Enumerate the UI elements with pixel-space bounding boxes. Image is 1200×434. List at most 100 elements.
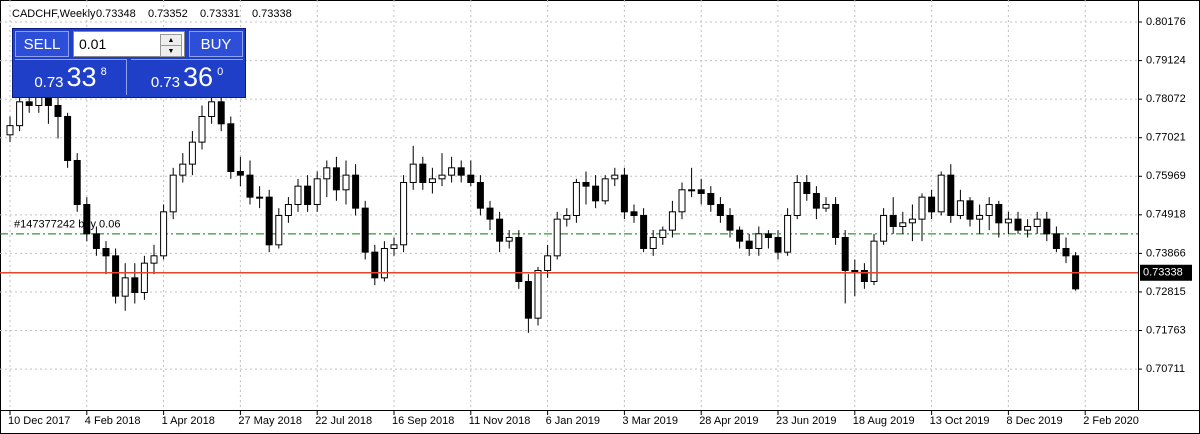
y-tick-label: 0.72815 bbox=[1146, 286, 1186, 298]
candle-body bbox=[1033, 218, 1041, 227]
x-tick-label: 28 Apr 2019 bbox=[699, 415, 758, 427]
candle-body bbox=[726, 214, 734, 231]
candle-body bbox=[236, 170, 244, 176]
x-tick-label: 22 Jul 2018 bbox=[315, 415, 372, 427]
candle-body bbox=[515, 236, 523, 282]
candle-body bbox=[956, 200, 964, 216]
candle-body bbox=[841, 236, 849, 271]
lot-input[interactable]: 0.01 ▲ ▼ bbox=[73, 31, 185, 57]
candle-body bbox=[371, 251, 379, 279]
x-tick-label: 16 Sep 2018 bbox=[392, 415, 454, 427]
header-value: 0.73331 bbox=[200, 8, 240, 20]
candle-body bbox=[323, 167, 331, 180]
price-prefix: 0.73 bbox=[150, 74, 181, 91]
candle-body bbox=[736, 229, 744, 242]
x-tick-label: 13 Oct 2019 bbox=[930, 415, 990, 427]
candle-body bbox=[419, 163, 427, 183]
sell-button[interactable]: SELL bbox=[15, 31, 69, 57]
candle-body bbox=[582, 181, 590, 187]
x-tick-label: 3 Mar 2019 bbox=[622, 415, 678, 427]
candle-body bbox=[457, 167, 465, 176]
candle-body bbox=[428, 178, 436, 183]
symbol-label: CADCHF,Weekly bbox=[12, 8, 96, 20]
buy-button[interactable]: BUY bbox=[189, 31, 243, 57]
x-tick-label: 10 Dec 2017 bbox=[8, 415, 70, 427]
lot-down[interactable]: ▼ bbox=[160, 45, 182, 57]
candle-body bbox=[908, 218, 916, 224]
candle-body bbox=[380, 247, 388, 279]
candle-body bbox=[899, 222, 907, 227]
candle-body bbox=[995, 203, 1003, 224]
candle-body bbox=[966, 200, 974, 220]
x-tick-label: 1 Apr 2018 bbox=[162, 415, 215, 427]
order-label: #147377242 buy 0.06 bbox=[14, 219, 120, 231]
candle-body bbox=[1052, 233, 1060, 249]
y-tick-label: 0.80176 bbox=[1146, 16, 1186, 28]
candle-body bbox=[1004, 218, 1012, 224]
candle-body bbox=[976, 214, 984, 220]
candle-body bbox=[486, 207, 494, 220]
y-tick-label: 0.74918 bbox=[1146, 209, 1186, 221]
candle-body bbox=[822, 203, 830, 209]
candle-body bbox=[64, 115, 72, 161]
y-tick-label: 0.75969 bbox=[1146, 170, 1186, 182]
x-tick-label: 4 Feb 2018 bbox=[85, 415, 141, 427]
candle-body bbox=[476, 181, 484, 209]
candle-body bbox=[697, 189, 705, 194]
candle-body bbox=[256, 196, 264, 199]
candle-body bbox=[707, 192, 715, 205]
candle-body bbox=[73, 159, 81, 205]
candle-body bbox=[860, 269, 868, 282]
bid-label-bg bbox=[1140, 264, 1192, 281]
candle-body bbox=[188, 141, 196, 165]
candle-body bbox=[716, 203, 724, 216]
candle-body bbox=[246, 174, 254, 198]
candle-body bbox=[563, 214, 571, 220]
x-tick-label: 8 Dec 2019 bbox=[1006, 415, 1062, 427]
candle-body bbox=[25, 101, 33, 106]
candle-body bbox=[544, 255, 552, 271]
candle-body bbox=[784, 214, 792, 253]
price-big: 36 bbox=[183, 62, 214, 92]
candle-body bbox=[160, 211, 168, 257]
sell-price[interactable]: 0.73 33 8 bbox=[15, 59, 127, 95]
y-tick-label: 0.78072 bbox=[1146, 93, 1186, 105]
candle-body bbox=[832, 203, 840, 238]
header-value: 0.73352 bbox=[148, 8, 188, 20]
candle-body bbox=[150, 255, 158, 264]
candle-body bbox=[524, 280, 532, 319]
candle-body bbox=[918, 196, 926, 220]
candle-body bbox=[208, 101, 216, 117]
candle-body bbox=[294, 185, 302, 205]
x-tick-label: 11 Nov 2018 bbox=[469, 415, 531, 427]
candle-body bbox=[688, 189, 696, 192]
candle-body bbox=[803, 181, 811, 194]
candle-body bbox=[611, 174, 619, 180]
trade-panel: SELL 0.01 ▲ ▼ BUY 0.73 33 8 0.73 36 0 bbox=[12, 28, 246, 98]
y-tick-label: 0.70711 bbox=[1146, 363, 1185, 375]
candle-body bbox=[985, 203, 993, 216]
x-tick-label: 23 Jun 2019 bbox=[776, 415, 837, 427]
candle-body bbox=[390, 244, 398, 249]
header-value: 0.73338 bbox=[252, 8, 292, 20]
lot-value: 0.01 bbox=[79, 36, 107, 52]
candle-body bbox=[1024, 225, 1032, 231]
candle-body bbox=[659, 229, 667, 238]
candle-body bbox=[313, 178, 321, 205]
candle-body bbox=[112, 255, 120, 297]
candle-body bbox=[880, 214, 888, 242]
candle-body bbox=[937, 174, 945, 213]
candle-body bbox=[870, 240, 878, 282]
candle-body bbox=[448, 167, 456, 176]
candle-body bbox=[764, 233, 772, 238]
y-tick-label: 0.73866 bbox=[1146, 247, 1186, 259]
candle-body bbox=[284, 203, 292, 216]
candle-body bbox=[649, 236, 657, 249]
price-small: 0 bbox=[217, 65, 224, 78]
candle-body bbox=[54, 104, 62, 117]
price-small: 8 bbox=[100, 65, 107, 78]
buy-price[interactable]: 0.73 36 0 bbox=[131, 59, 243, 95]
candle-body bbox=[678, 189, 686, 213]
candle-body bbox=[851, 269, 859, 272]
